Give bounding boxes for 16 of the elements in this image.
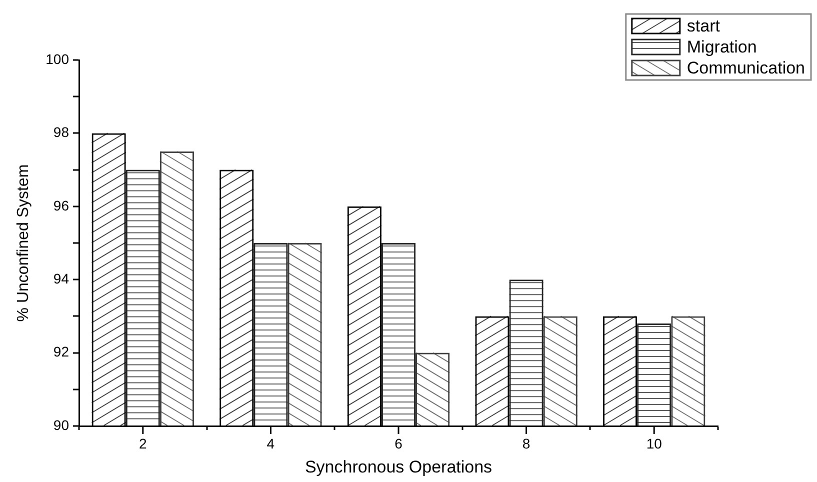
x-tick-label: 2	[139, 435, 147, 452]
y-tick-label: 90	[53, 416, 70, 433]
y-tick-label: 98	[53, 124, 70, 140]
x-tick-label: 10	[646, 435, 662, 452]
y-tick-label: 94	[53, 270, 70, 286]
y-tick-label: 100	[46, 50, 70, 67]
legend-label: start	[686, 16, 720, 36]
y-axis-title: % Unconfined System	[15, 164, 32, 322]
x-tick-label: 6	[394, 435, 403, 452]
x-tick-label: 8	[522, 435, 530, 452]
x-axis-title: Synchronous Operations	[304, 457, 492, 476]
y-tick-label: 96	[53, 197, 70, 214]
x-tick-label: 4	[266, 435, 275, 452]
y-tick-label: 92	[53, 344, 70, 360]
legend-label: Migration	[686, 38, 757, 57]
legend-label: Communication	[686, 58, 806, 78]
